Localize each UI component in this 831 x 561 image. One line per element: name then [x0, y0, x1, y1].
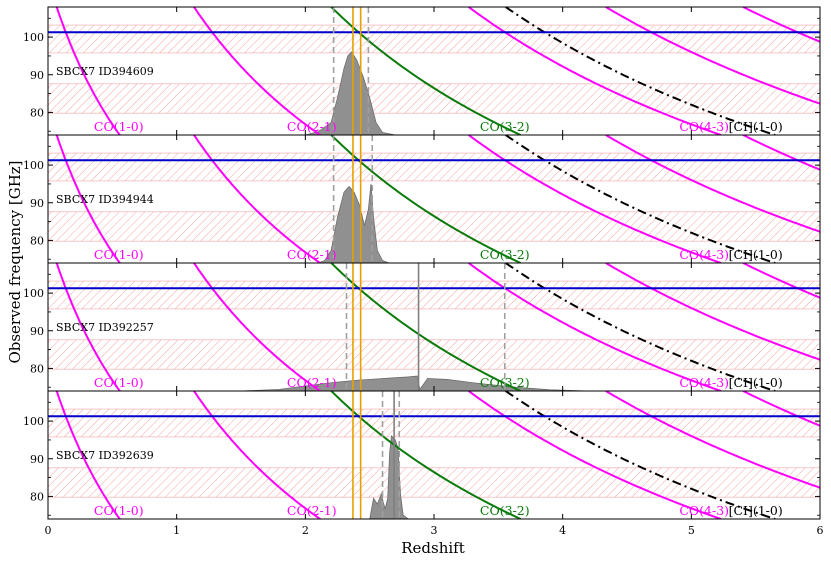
panel: 80 90 100 SBCX7 ID392257 CO(1-0) CO(2-1) CO(3-…: [23, 262, 821, 392]
transition-curve: [55, 263, 121, 391]
source-name: SBCX7 ID392257: [56, 321, 154, 334]
transition-curve: [742, 135, 820, 171]
y-tick-label: 80: [30, 490, 44, 503]
panels-group: 80 90 100 SBCX7 ID394609 CO(1-0) CO(2-1) CO(3-…: [23, 6, 821, 520]
y-axis-label: Observed frequency [GHz]: [6, 160, 24, 363]
x-tick-label: 6: [817, 524, 824, 537]
transition-label: CO(2-1): [287, 247, 337, 262]
transition-label: CO(1-0): [94, 247, 144, 262]
transition-label: CO(4-3): [679, 119, 729, 134]
transition-label: CO(2-1): [287, 375, 337, 390]
y-tick-label: 100: [23, 159, 44, 172]
transition-curve: [55, 135, 121, 263]
transition-label: CO(4-3): [679, 503, 729, 518]
transition-curve: [193, 7, 321, 135]
source-name: SBCX7 ID394609: [56, 65, 154, 78]
y-tick-label: 90: [30, 453, 44, 466]
transition-curve: [505, 7, 776, 135]
source-name: SBCX7 ID392639: [56, 449, 154, 462]
transition-label: [CI](1-0): [729, 503, 783, 518]
transition-label: CO(2-1): [287, 119, 337, 134]
hatched-band: [48, 280, 820, 310]
transition-curve: [742, 391, 820, 427]
transition-curve: [468, 135, 722, 263]
y-tick-label: 80: [30, 234, 44, 247]
y-tick-label: 100: [23, 415, 44, 428]
transition-curve: [605, 391, 820, 489]
transition-label: CO(3-2): [480, 247, 530, 262]
transition-curve: [468, 391, 722, 519]
panel: 80 90 100 SBCX7 ID392639 CO(1-0) CO(2-1) CO(3-…: [23, 390, 821, 520]
x-axis: 0 1 2 3 4 5 6: [45, 524, 824, 537]
transition-curve: [742, 263, 820, 299]
transition-curve: [193, 263, 321, 391]
transition-curve: [468, 7, 722, 135]
transition-label: [CI](1-0): [729, 247, 783, 262]
transition-curve: [742, 7, 820, 43]
transition-label: CO(3-2): [480, 503, 530, 518]
source-name: SBCX7 ID394944: [56, 193, 154, 206]
transition-curve: [193, 135, 321, 263]
x-axis-label: Redshift: [401, 539, 465, 557]
hatched-band: [48, 24, 820, 54]
transition-curve: [605, 7, 820, 105]
transition-label: CO(3-2): [480, 375, 530, 390]
x-tick-label: 2: [302, 524, 309, 537]
y-tick-label: 90: [30, 325, 44, 338]
transition-curve: [330, 263, 522, 391]
y-tick-label: 90: [30, 69, 44, 82]
transition-label: CO(4-3): [679, 375, 729, 390]
transition-curve: [55, 7, 121, 135]
transition-label: CO(3-2): [480, 119, 530, 134]
transition-label: CO(1-0): [94, 375, 144, 390]
transition-curve: [193, 391, 321, 519]
transition-curve: [505, 391, 776, 519]
x-tick-label: 5: [688, 524, 695, 537]
y-tick-label: 80: [30, 362, 44, 375]
panel-plot-area: [48, 135, 820, 263]
transition-label: [CI](1-0): [729, 119, 783, 134]
x-tick-label: 3: [431, 524, 438, 537]
x-tick-label: 4: [559, 524, 566, 537]
y-tick-label: 90: [30, 197, 44, 210]
redshift-pdf: [305, 51, 396, 135]
hatched-band: [48, 408, 820, 438]
transition-curve: [605, 263, 820, 361]
hatched-band: [48, 152, 820, 182]
transition-label: CO(1-0): [94, 119, 144, 134]
transition-curve: [505, 135, 776, 263]
transition-curve: [330, 7, 522, 135]
transition-curve: [330, 391, 522, 519]
panel-plot-area: [48, 391, 820, 519]
x-tick-label: 1: [173, 524, 180, 537]
y-tick-label: 100: [23, 31, 44, 44]
y-tick-label: 80: [30, 106, 44, 119]
y-tick-label: 100: [23, 287, 44, 300]
transition-label: CO(2-1): [287, 503, 337, 518]
panel: 80 90 100 SBCX7 ID394609 CO(1-0) CO(2-1) CO(3-…: [23, 6, 821, 136]
redshift-pdf: [369, 435, 409, 519]
transition-curve: [468, 263, 722, 391]
transition-label: [CI](1-0): [729, 375, 783, 390]
x-tick-label: 0: [45, 524, 52, 537]
transition-curve: [55, 391, 121, 519]
transition-label: CO(1-0): [94, 503, 144, 518]
transition-curve: [505, 263, 776, 391]
panel: 80 90 100 SBCX7 ID394944 CO(1-0) CO(2-1) CO(3-…: [23, 134, 821, 264]
transition-label: CO(4-3): [679, 247, 729, 262]
transition-curve: [605, 135, 820, 233]
panel-plot-area: [48, 7, 820, 135]
transition-curve: [330, 135, 522, 263]
panel-plot-area: [48, 263, 820, 391]
